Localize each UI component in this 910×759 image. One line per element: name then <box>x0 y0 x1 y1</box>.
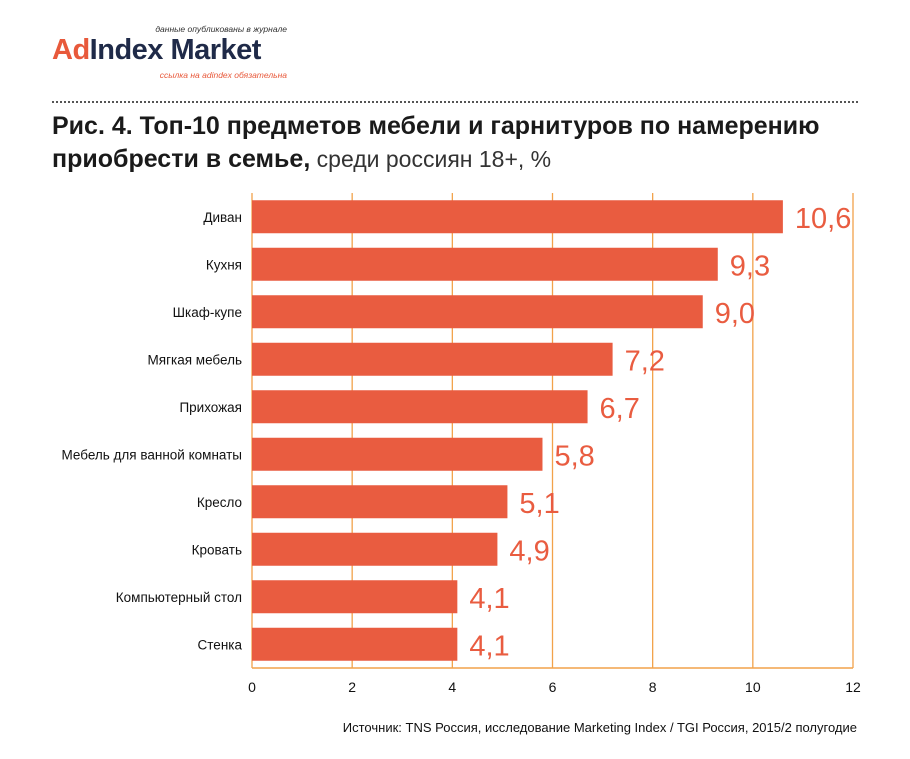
bar <box>252 532 498 566</box>
value-label: 6,7 <box>600 393 640 425</box>
bar <box>252 627 458 661</box>
value-label: 9,0 <box>715 298 755 330</box>
value-label: 7,2 <box>625 345 665 377</box>
x-tick-label: 10 <box>745 679 761 695</box>
x-tick-label: 0 <box>248 679 256 695</box>
category-label: Кровать <box>192 542 242 557</box>
category-label: Мебель для ванной комнаты <box>61 447 242 462</box>
category-label: Мягкая мебель <box>148 352 242 367</box>
bar <box>252 342 613 376</box>
bar <box>252 247 718 281</box>
value-label: 5,1 <box>519 488 559 520</box>
value-label: 5,8 <box>554 440 594 472</box>
title-main: Рис. 4. Топ-10 предметов мебели и гарнит… <box>52 112 820 173</box>
value-label: 10,6 <box>795 203 851 235</box>
value-label: 9,3 <box>730 250 770 282</box>
category-label: Компьютерный стол <box>116 590 242 605</box>
logo-brand-ad: Ad <box>52 34 90 66</box>
title-sub: среди россиян 18+, % <box>310 146 552 172</box>
bar <box>252 437 543 471</box>
x-tick-label: 8 <box>649 679 657 695</box>
category-label: Кресло <box>197 495 242 510</box>
source-note: Источник: TNS Россия, исследование Marke… <box>342 720 857 735</box>
logo-brand: AdIndex Market <box>52 34 261 67</box>
x-tick-label: 6 <box>549 679 557 695</box>
category-label: Диван <box>203 210 242 225</box>
category-label: Прихожая <box>179 400 242 415</box>
category-label: Кухня <box>206 257 242 272</box>
x-tick-label: 4 <box>448 679 456 695</box>
logo-tagline-bottom: ссылка на adindex обязательна <box>159 70 287 80</box>
value-label: 4,9 <box>509 535 549 567</box>
x-tick-label: 12 <box>845 679 861 695</box>
bar <box>252 390 588 424</box>
value-label: 4,1 <box>469 630 509 662</box>
x-tick-label: 2 <box>348 679 356 695</box>
value-label: 4,1 <box>469 583 509 615</box>
bar <box>252 200 783 234</box>
category-label: Стенка <box>198 637 243 652</box>
logo-brand-rest: Index Market <box>89 34 262 66</box>
bar <box>252 295 703 329</box>
category-label: Шкаф-купе <box>173 305 242 320</box>
logo-tagline-top: данные опубликованы в журнале <box>155 24 287 34</box>
divider <box>52 101 858 103</box>
bar <box>252 580 458 614</box>
chart-title: Рис. 4. Топ-10 предметов мебели и гарнит… <box>52 110 872 176</box>
adindex-logo: данные опубликованы в журнале AdIndex Ma… <box>52 24 287 84</box>
bar <box>252 485 508 519</box>
